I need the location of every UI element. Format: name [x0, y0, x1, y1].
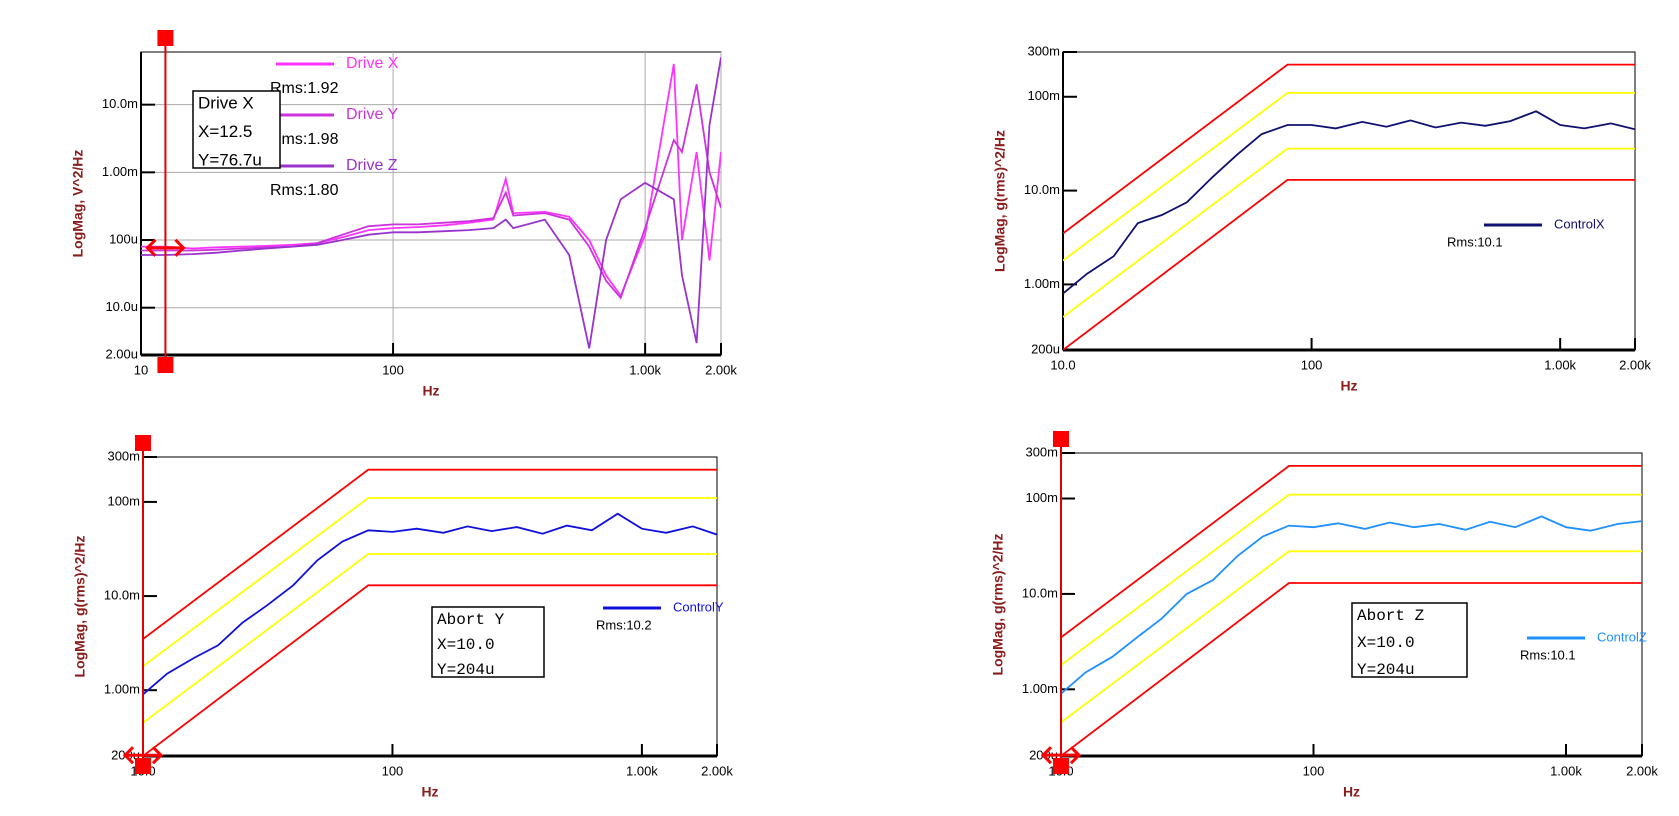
- y-tick-label: 300m: [1027, 43, 1060, 58]
- annotation-box: [192, 90, 281, 169]
- series-line: [1061, 550, 1642, 724]
- y-tick-label: 1.00m: [1024, 276, 1060, 291]
- y-tick-label: 100m: [107, 493, 140, 508]
- y-tick-label: 300m: [1025, 444, 1058, 459]
- y-tick-label: 100u: [109, 231, 138, 246]
- annotation-text: X=10.0: [1357, 634, 1415, 652]
- y-axis-label: LogMag, V^2/Hz: [70, 150, 86, 258]
- series-line: [1063, 92, 1635, 262]
- cursor-handle: [157, 30, 174, 46]
- annotation-box: [1351, 602, 1468, 678]
- series-line: [143, 468, 717, 640]
- annotation-text: Y=204u: [1357, 661, 1415, 679]
- legend-label: ControlX: [1554, 216, 1605, 231]
- x-tick-label: 10: [134, 362, 148, 377]
- cursor-handle: [1053, 758, 1069, 774]
- y-tick-label: 2.00u: [105, 346, 138, 361]
- plot-area: [1062, 51, 1636, 351]
- cursor-handle: [135, 435, 151, 451]
- cursor-marker: [145, 238, 186, 257]
- series-line: [1061, 582, 1642, 756]
- y-tick-label: 10.0u: [105, 299, 138, 314]
- series-line: [1061, 515, 1642, 695]
- x-tick-label: 1.00k: [1550, 763, 1582, 778]
- series-line: [141, 63, 721, 298]
- x-tick-label: 10.0: [1050, 357, 1075, 372]
- series-line: [143, 553, 717, 724]
- x-axis-label: Hz: [1340, 378, 1357, 394]
- cursor-handle: [1053, 431, 1069, 447]
- y-axis-label: LogMag, g(rms)^2/Hz: [990, 534, 1006, 676]
- y-tick-label: 10.0m: [1022, 585, 1058, 600]
- series-line: [1063, 63, 1635, 235]
- x-axis-label: Hz: [422, 383, 439, 399]
- y-tick-label: 100m: [1025, 490, 1058, 505]
- rms-label: Rms:1.92: [270, 80, 339, 97]
- legend-label: Drive Z: [346, 157, 398, 174]
- series-line: [141, 84, 721, 300]
- series-line: [141, 57, 721, 349]
- series-line: [1063, 110, 1635, 295]
- x-axis-label: Hz: [1343, 784, 1360, 800]
- legend-label: ControlZ: [1597, 629, 1647, 644]
- x-tick-label: 2.00k: [1626, 763, 1658, 778]
- cursor-marker: [1040, 746, 1082, 765]
- annotation-text: X=12.5: [198, 122, 252, 141]
- y-tick-label: 1.00m: [102, 164, 138, 179]
- y-axis-label: LogMag, g(rms)^2/Hz: [72, 536, 88, 678]
- rms-label: Rms:10.2: [596, 617, 652, 632]
- cursor-handle: [135, 758, 151, 774]
- legend-label: ControlY: [673, 599, 724, 614]
- series-line: [143, 584, 717, 756]
- cursor-handle: [157, 357, 174, 373]
- y-tick-label: 10.0m: [102, 96, 138, 111]
- annotation-text: Abort Z: [1357, 607, 1425, 625]
- x-tick-label: 1.00k: [626, 763, 658, 778]
- y-tick-label: 1.00m: [104, 682, 140, 697]
- x-tick-label: 2.00k: [1619, 357, 1651, 372]
- x-tick-label: 1.00k: [629, 362, 661, 377]
- rms-label: Rms:10.1: [1447, 234, 1503, 249]
- annotation-text: Y=76.7u: [198, 150, 262, 169]
- x-tick-label: 100: [1303, 763, 1325, 778]
- rms-label: Rms:1.80: [270, 182, 339, 199]
- annotation-text: X=10.0: [437, 636, 495, 654]
- annotation-box: [431, 606, 545, 678]
- series-line: [143, 512, 717, 696]
- y-tick-label: 10.0m: [104, 587, 140, 602]
- annotation-text: Drive X: [198, 93, 254, 112]
- series-line: [1063, 179, 1635, 350]
- y-tick-label: 10.0m: [1024, 182, 1060, 197]
- annotation-text: Y=204u: [437, 661, 495, 679]
- x-tick-label: 100: [1301, 357, 1323, 372]
- series-line: [1061, 493, 1642, 666]
- x-axis-label: Hz: [421, 784, 438, 800]
- y-axis-label: LogMag, g(rms)^2/Hz: [992, 130, 1008, 272]
- x-tick-label: 2.00k: [705, 362, 737, 377]
- x-tick-label: 100: [382, 362, 404, 377]
- rms-label: Rms:1.98: [270, 131, 339, 148]
- series-line: [1061, 465, 1642, 639]
- series-line: [1063, 147, 1635, 318]
- x-tick-label: 2.00k: [701, 763, 733, 778]
- x-tick-label: 1.00k: [1544, 357, 1576, 372]
- y-tick-label: 300m: [107, 448, 140, 463]
- y-tick-label: 200u: [1031, 341, 1060, 356]
- series-line: [143, 497, 717, 667]
- y-tick-label: 1.00m: [1022, 681, 1058, 696]
- rms-label: Rms:10.1: [1520, 647, 1576, 662]
- y-tick-label: 100m: [1027, 88, 1060, 103]
- legend-label: Drive Y: [346, 106, 398, 123]
- cursor-marker: [122, 746, 164, 765]
- x-tick-label: 100: [382, 763, 404, 778]
- annotation-text: Abort Y: [437, 611, 505, 629]
- legend-label: Drive X: [346, 55, 399, 72]
